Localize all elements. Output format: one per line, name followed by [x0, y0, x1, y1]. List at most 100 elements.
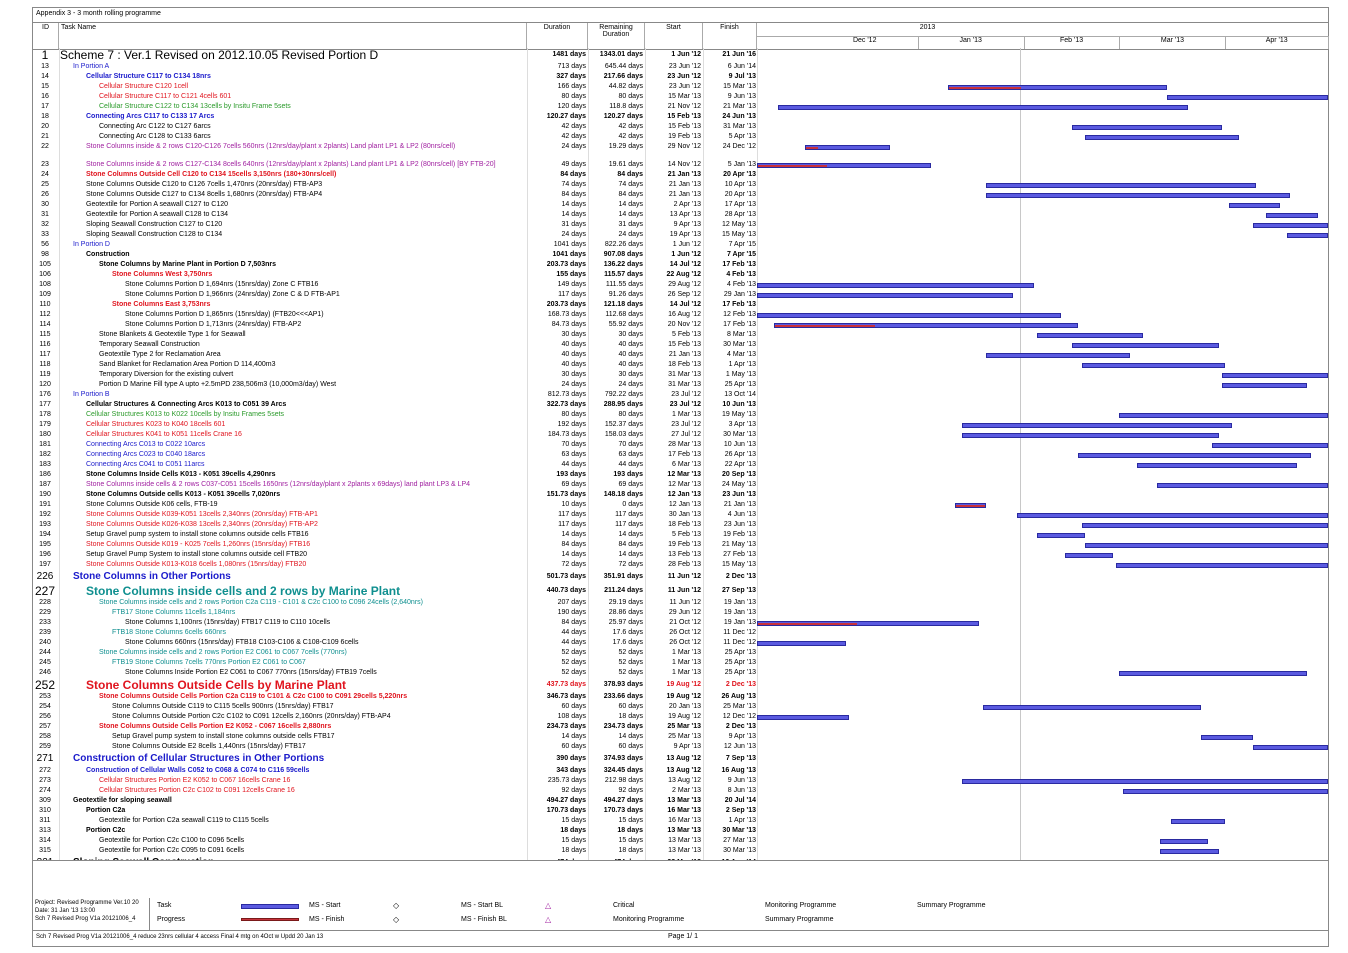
- gantt-bar[interactable]: [1170, 818, 1226, 824]
- task-row[interactable]: 23 Stone Columns inside & 2 rows C127-C13…: [33, 160, 1328, 170]
- duration-header[interactable]: Duration: [527, 23, 588, 49]
- task-row[interactable]: 252 Stone Columns Outside Cells by Marine…: [33, 678, 1328, 692]
- gantt-bar[interactable]: [1211, 442, 1328, 448]
- task-row[interactable]: 16 Cellular Structure C117 to C121 4cells…: [33, 92, 1328, 102]
- task-row[interactable]: 13 In Portion A 713 days 645.44 days 23 Jun …: [33, 62, 1328, 72]
- gantt-bar[interactable]: [962, 778, 1328, 784]
- gantt-bar[interactable]: [1201, 734, 1253, 740]
- task-row[interactable]: 108 Stone Columns Portion D 1,694nrs (15n…: [33, 280, 1328, 290]
- task-row[interactable]: 186 Stone Columns Inside Cells K013 - K05…: [33, 470, 1328, 480]
- gantt-bar[interactable]: [757, 282, 1034, 288]
- task-row[interactable]: 114 Stone Columns Portion D 1,713nrs (24n…: [33, 320, 1328, 330]
- gantt-bar[interactable]: [1286, 232, 1328, 238]
- task-row[interactable]: 309 Geotextile for sloping seawall 494.27 …: [33, 796, 1328, 806]
- task-row[interactable]: 26 Stone Columns Outside C127 to C134 8ce…: [33, 190, 1328, 200]
- id-header[interactable]: ID: [33, 23, 59, 49]
- gantt-bar[interactable]: [1119, 670, 1308, 676]
- task-row[interactable]: 274 Cellular Structures Portion C2c C102 …: [33, 786, 1328, 796]
- task-row[interactable]: 14 Cellular Structure C117 to C134 18nrs 3…: [33, 72, 1328, 82]
- task-row[interactable]: 191 Stone Columns Outside K06 cells, FTB-…: [33, 500, 1328, 510]
- task-row[interactable]: 106 Stone Columns West 3,750nrs 155 days 11…: [33, 270, 1328, 280]
- task-row[interactable]: 193 Stone Columns Outside K026-K038 13cel…: [33, 520, 1328, 530]
- task-row[interactable]: 181 Connecting Arcs C013 to C022 10arcs 70…: [33, 440, 1328, 450]
- gantt-bar[interactable]: [962, 432, 1219, 438]
- gantt-bar[interactable]: [1119, 412, 1328, 418]
- task-row[interactable]: 313 Portion C2c 18 days 18 days 13 Mar '13 30…: [33, 826, 1328, 836]
- task-row[interactable]: 119 Temporary Diversion for the existing …: [33, 370, 1328, 380]
- gantt-bar[interactable]: [1085, 542, 1328, 548]
- gantt-bar[interactable]: [757, 162, 932, 168]
- task-row[interactable]: 187 Stone Columns inside cells & 2 rows C…: [33, 480, 1328, 490]
- task-row[interactable]: 20 Connecting Arc C122 to C127 6arcs 42 da…: [33, 122, 1328, 132]
- task-row[interactable]: 117 Geotextile Type 2 for Reclamation Are…: [33, 350, 1328, 360]
- gantt-bar[interactable]: [1266, 212, 1318, 218]
- task-row[interactable]: 227 Stone Columns inside cells and 2 rows…: [33, 584, 1328, 598]
- finish-header[interactable]: Finish: [703, 23, 757, 49]
- task-row[interactable]: 15 Cellular Structure C120 1cell 166 days 4…: [33, 82, 1328, 92]
- task-row[interactable]: 56 In Portion D 1041 days 822.26 days 1 Jun …: [33, 240, 1328, 250]
- task-name-header[interactable]: Task Name: [59, 23, 527, 49]
- task-row[interactable]: 176 In Portion B 812.73 days 792.22 days 23 …: [33, 390, 1328, 400]
- gantt-bar[interactable]: [955, 502, 987, 508]
- task-row[interactable]: 314 Geotextile for Portion C2c C100 to C0…: [33, 836, 1328, 846]
- task-row[interactable]: 310 Portion C2a 170.73 days 170.73 days 16 M…: [33, 806, 1328, 816]
- task-row[interactable]: 18 Connecting Arcs C117 to C133 17 Arcs 12…: [33, 112, 1328, 122]
- task-row[interactable]: 246 Stone Columns Inside Portion E2 C061 …: [33, 668, 1328, 678]
- gantt-bar[interactable]: [1037, 532, 1086, 538]
- task-row[interactable]: 1 Scheme 7 : Ver.1 Revised on 2012.10.05 …: [33, 48, 1328, 62]
- gantt-bar[interactable]: [1157, 482, 1328, 488]
- gantt-bar[interactable]: [1037, 332, 1144, 338]
- task-row[interactable]: 196 Setup Gravel Pump System to install s…: [33, 550, 1328, 560]
- task-row[interactable]: 177 Cellular Structures & Connecting Arcs…: [33, 400, 1328, 410]
- task-row[interactable]: 30 Geotextile for Portion A seawall C127 …: [33, 200, 1328, 210]
- gantt-bar[interactable]: [986, 352, 1130, 358]
- task-row[interactable]: 22 Stone Columns inside & 2 rows C120-C12…: [33, 142, 1328, 152]
- task-row[interactable]: 321Sloping Seawall Construction474 days4…: [33, 856, 1328, 860]
- task-row[interactable]: 315 Geotextile for Portion C2c C095 to C0…: [33, 846, 1328, 856]
- gantt-bar[interactable]: [757, 312, 1062, 318]
- gantt-bar[interactable]: [1222, 372, 1328, 378]
- task-row[interactable]: 182 Connecting Arcs C023 to C040 18arcs 63…: [33, 450, 1328, 460]
- task-row[interactable]: 120 Portion D Marine Fill type A upto +2.…: [33, 380, 1328, 390]
- gantt-bar[interactable]: [986, 182, 1257, 188]
- task-row[interactable]: 110 Stone Columns East 3,753nrs 203.73 day…: [33, 300, 1328, 310]
- gantt-bar[interactable]: [986, 192, 1291, 198]
- task-row[interactable]: 271 Construction of Cellular Structures i…: [33, 752, 1328, 766]
- task-row[interactable]: 116 Temporary Seawall Construction 40 days…: [33, 340, 1328, 350]
- task-row[interactable]: 311 Geotextile for Portion C2a seawall C1…: [33, 816, 1328, 826]
- task-row[interactable]: 109 Stone Columns Portion D 1,966nrs (24n…: [33, 290, 1328, 300]
- gantt-bar[interactable]: [804, 144, 891, 150]
- task-row[interactable]: 239 FTB18 Stone Columns 6cells 660nrs 44 d…: [33, 628, 1328, 638]
- gantt-bar[interactable]: [1160, 848, 1219, 854]
- task-row[interactable]: 17 Cellular Structure C122 to C134 13cell…: [33, 102, 1328, 112]
- task-row[interactable]: 192 Stone Columns Outside K039-K051 13cel…: [33, 510, 1328, 520]
- task-row[interactable]: 190 Stone Columns Outside cells K013 - K0…: [33, 490, 1328, 500]
- task-row[interactable]: 245 FTB19 Stone Columns 7cells 770nrs Por…: [33, 658, 1328, 668]
- gantt-bar[interactable]: [982, 704, 1202, 710]
- task-row[interactable]: 33 Sloping Seawall Construction C128 to C…: [33, 230, 1328, 240]
- gantt-bar[interactable]: [1160, 838, 1209, 844]
- gantt-bar[interactable]: [1116, 562, 1328, 568]
- task-row[interactable]: 179 Cellular Structures K023 to K040 18ce…: [33, 420, 1328, 430]
- task-row[interactable]: 180 Cellular Structures K041 to K051 11ce…: [33, 430, 1328, 440]
- task-row[interactable]: 118 Sand Blanket for Reclamation Area Por…: [33, 360, 1328, 370]
- task-row[interactable]: 256 Stone Columns Outside Portion C2c C10…: [33, 712, 1328, 722]
- task-row[interactable]: 226 Stone Columns in Other Portions 501.73…: [33, 570, 1328, 584]
- gantt-bar[interactable]: [757, 714, 850, 720]
- task-row[interactable]: 244 Stone Columns inside cells and 2 rows…: [33, 648, 1328, 658]
- task-row[interactable]: 24 Stone Columns Outside Cell C120 to C13…: [33, 170, 1328, 180]
- task-row[interactable]: 272 Construction of Cellular Walls C052 t…: [33, 766, 1328, 776]
- task-row[interactable]: 25 Stone Columns Outside C120 to C126 7ce…: [33, 180, 1328, 190]
- task-row[interactable]: 21 Connecting Arc C128 to C133 6arcs 42 da…: [33, 132, 1328, 142]
- gantt-bar[interactable]: [1122, 788, 1328, 794]
- gantt-bar[interactable]: [1252, 744, 1328, 750]
- task-row[interactable]: 228 Stone Columns inside cells and 2 rows…: [33, 598, 1328, 608]
- gantt-bar[interactable]: [1085, 134, 1240, 140]
- gantt-bar[interactable]: [1071, 124, 1222, 130]
- gantt-bar[interactable]: [1167, 94, 1328, 100]
- gantt-bar[interactable]: [1252, 222, 1328, 228]
- start-header[interactable]: Start: [645, 23, 703, 49]
- task-row[interactable]: 115 Stone Blankets & Geotextile Type 1 fo…: [33, 330, 1328, 340]
- gantt-bar[interactable]: [1081, 362, 1226, 368]
- task-row[interactable]: 254 Stone Columns Outside C119 to C115 5c…: [33, 702, 1328, 712]
